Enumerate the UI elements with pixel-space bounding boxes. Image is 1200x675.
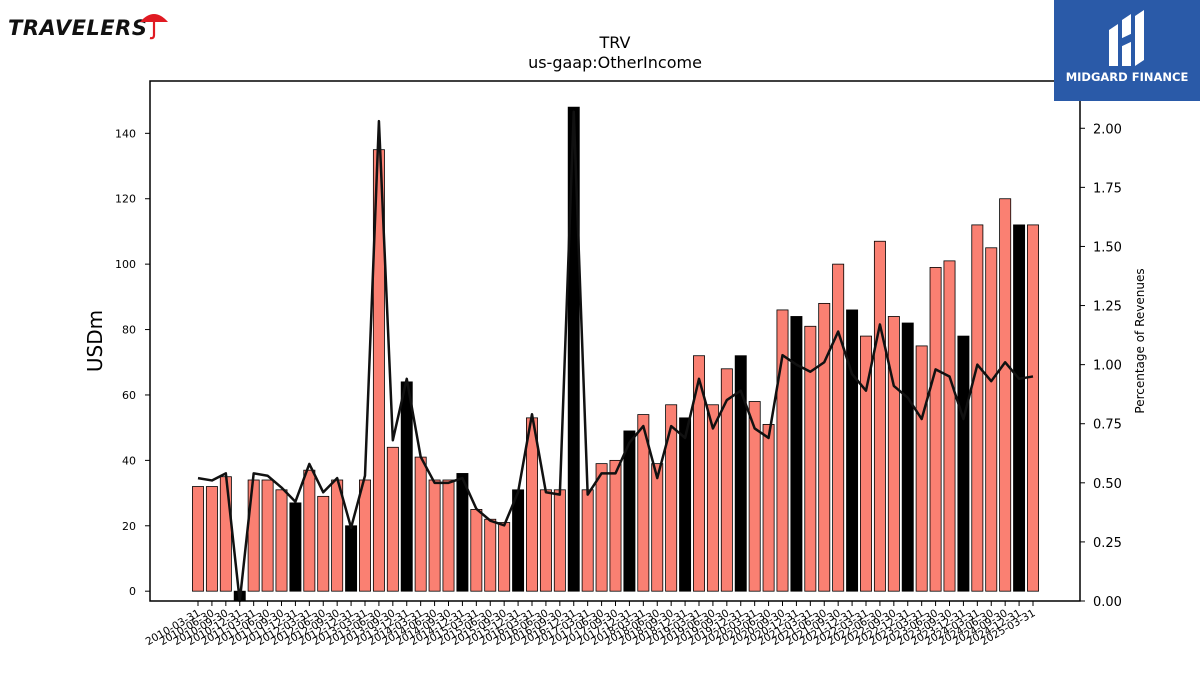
bar (1013, 224, 1026, 592)
bar (414, 456, 427, 592)
chart-subtitle: us-gaap:OtherIncome (528, 53, 702, 72)
y2-tick-label: 0.00 (1093, 595, 1122, 610)
bar (470, 509, 483, 592)
y-tick-label: 20 (122, 520, 136, 533)
bar (567, 106, 580, 592)
bar (748, 401, 761, 592)
right-axis: 0.00 0.25 0.50 0.75 1.00 1.25 1.50 1.75 2.00 (1080, 122, 1122, 610)
bar (192, 486, 204, 592)
bar (1027, 224, 1039, 592)
y-tick-label: 80 (122, 324, 136, 337)
bar (275, 489, 288, 592)
bar (915, 345, 928, 592)
plot-area (192, 106, 1039, 603)
travelers-wordmark: TRAVELERS (8, 16, 148, 40)
bar (456, 473, 469, 592)
midgard-wordmark: MIDGARD FINANCE (1065, 70, 1189, 84)
bar (651, 463, 664, 592)
bar (247, 479, 260, 592)
bar (985, 247, 998, 592)
bar (790, 316, 803, 592)
y-tick-label: 40 (122, 454, 136, 467)
y-tick-label: 0 (129, 585, 136, 598)
bar (539, 489, 552, 592)
bar (303, 469, 316, 592)
y2-tick-label: 1.25 (1093, 300, 1122, 315)
midgard-logo: MIDGARD FINANCE (1054, 0, 1200, 101)
bar (205, 486, 218, 592)
y-tick-label: 120 (115, 193, 136, 206)
bar (832, 263, 845, 592)
bar (526, 417, 538, 592)
y2-tick-label: 0.75 (1093, 418, 1122, 433)
chart-title: TRV (599, 33, 631, 52)
bar (400, 381, 413, 592)
bar (943, 260, 956, 592)
bar (734, 355, 747, 592)
travelers-logo: TRAVELERS (8, 8, 178, 48)
bar (289, 502, 302, 592)
y2-tick-label: 1.75 (1093, 181, 1122, 196)
y2-tick-label: 1.00 (1093, 359, 1122, 374)
y2-tick-label: 0.25 (1093, 536, 1122, 551)
bar (359, 479, 371, 592)
bar (901, 322, 914, 592)
bar (804, 325, 817, 592)
y2-tick-label: 1.50 (1093, 240, 1122, 255)
bar (887, 316, 900, 592)
bar (720, 368, 733, 592)
bar (873, 240, 886, 592)
bar (219, 476, 232, 592)
y-tick-label: 60 (122, 389, 136, 402)
bar (484, 518, 497, 592)
bar (428, 479, 441, 592)
bar (693, 355, 705, 592)
y2-tick-label: 0.50 (1093, 477, 1122, 492)
y2-tick-label: 2.00 (1093, 122, 1122, 137)
bar (846, 309, 859, 592)
bar (706, 404, 719, 592)
bar (679, 417, 692, 592)
bar (512, 489, 525, 592)
bar (971, 224, 984, 592)
bar (957, 335, 970, 592)
bar (261, 479, 274, 592)
bar (331, 479, 344, 592)
midgard-logo-icon (1109, 10, 1144, 66)
y-axis-label: USDm (83, 310, 107, 372)
bar (581, 489, 594, 592)
y-tick-label: 140 (115, 127, 136, 140)
bar (776, 309, 789, 592)
series-line (197, 110, 1034, 603)
bar (637, 414, 650, 592)
bar (623, 430, 636, 592)
y2-axis-label: Percentage of Revenues (1133, 268, 1147, 413)
umbrella-icon (140, 14, 168, 40)
bar (595, 463, 608, 592)
bar (860, 335, 872, 592)
bar (498, 522, 511, 592)
bar (345, 525, 358, 592)
left-axis: 0 20 40 60 80 100 120 140 (115, 127, 150, 598)
bar (818, 302, 831, 592)
y-tick-label: 100 (115, 258, 136, 271)
bar (317, 495, 330, 592)
bar (553, 489, 566, 592)
bar (999, 198, 1012, 592)
bar (929, 267, 942, 592)
bar (609, 459, 622, 592)
x-axis: 2010-03-312010-06-302010-09-302010-12-31… (144, 601, 1038, 648)
bar (665, 404, 678, 592)
bar (386, 446, 399, 592)
bar (762, 423, 775, 592)
bar (442, 479, 455, 592)
